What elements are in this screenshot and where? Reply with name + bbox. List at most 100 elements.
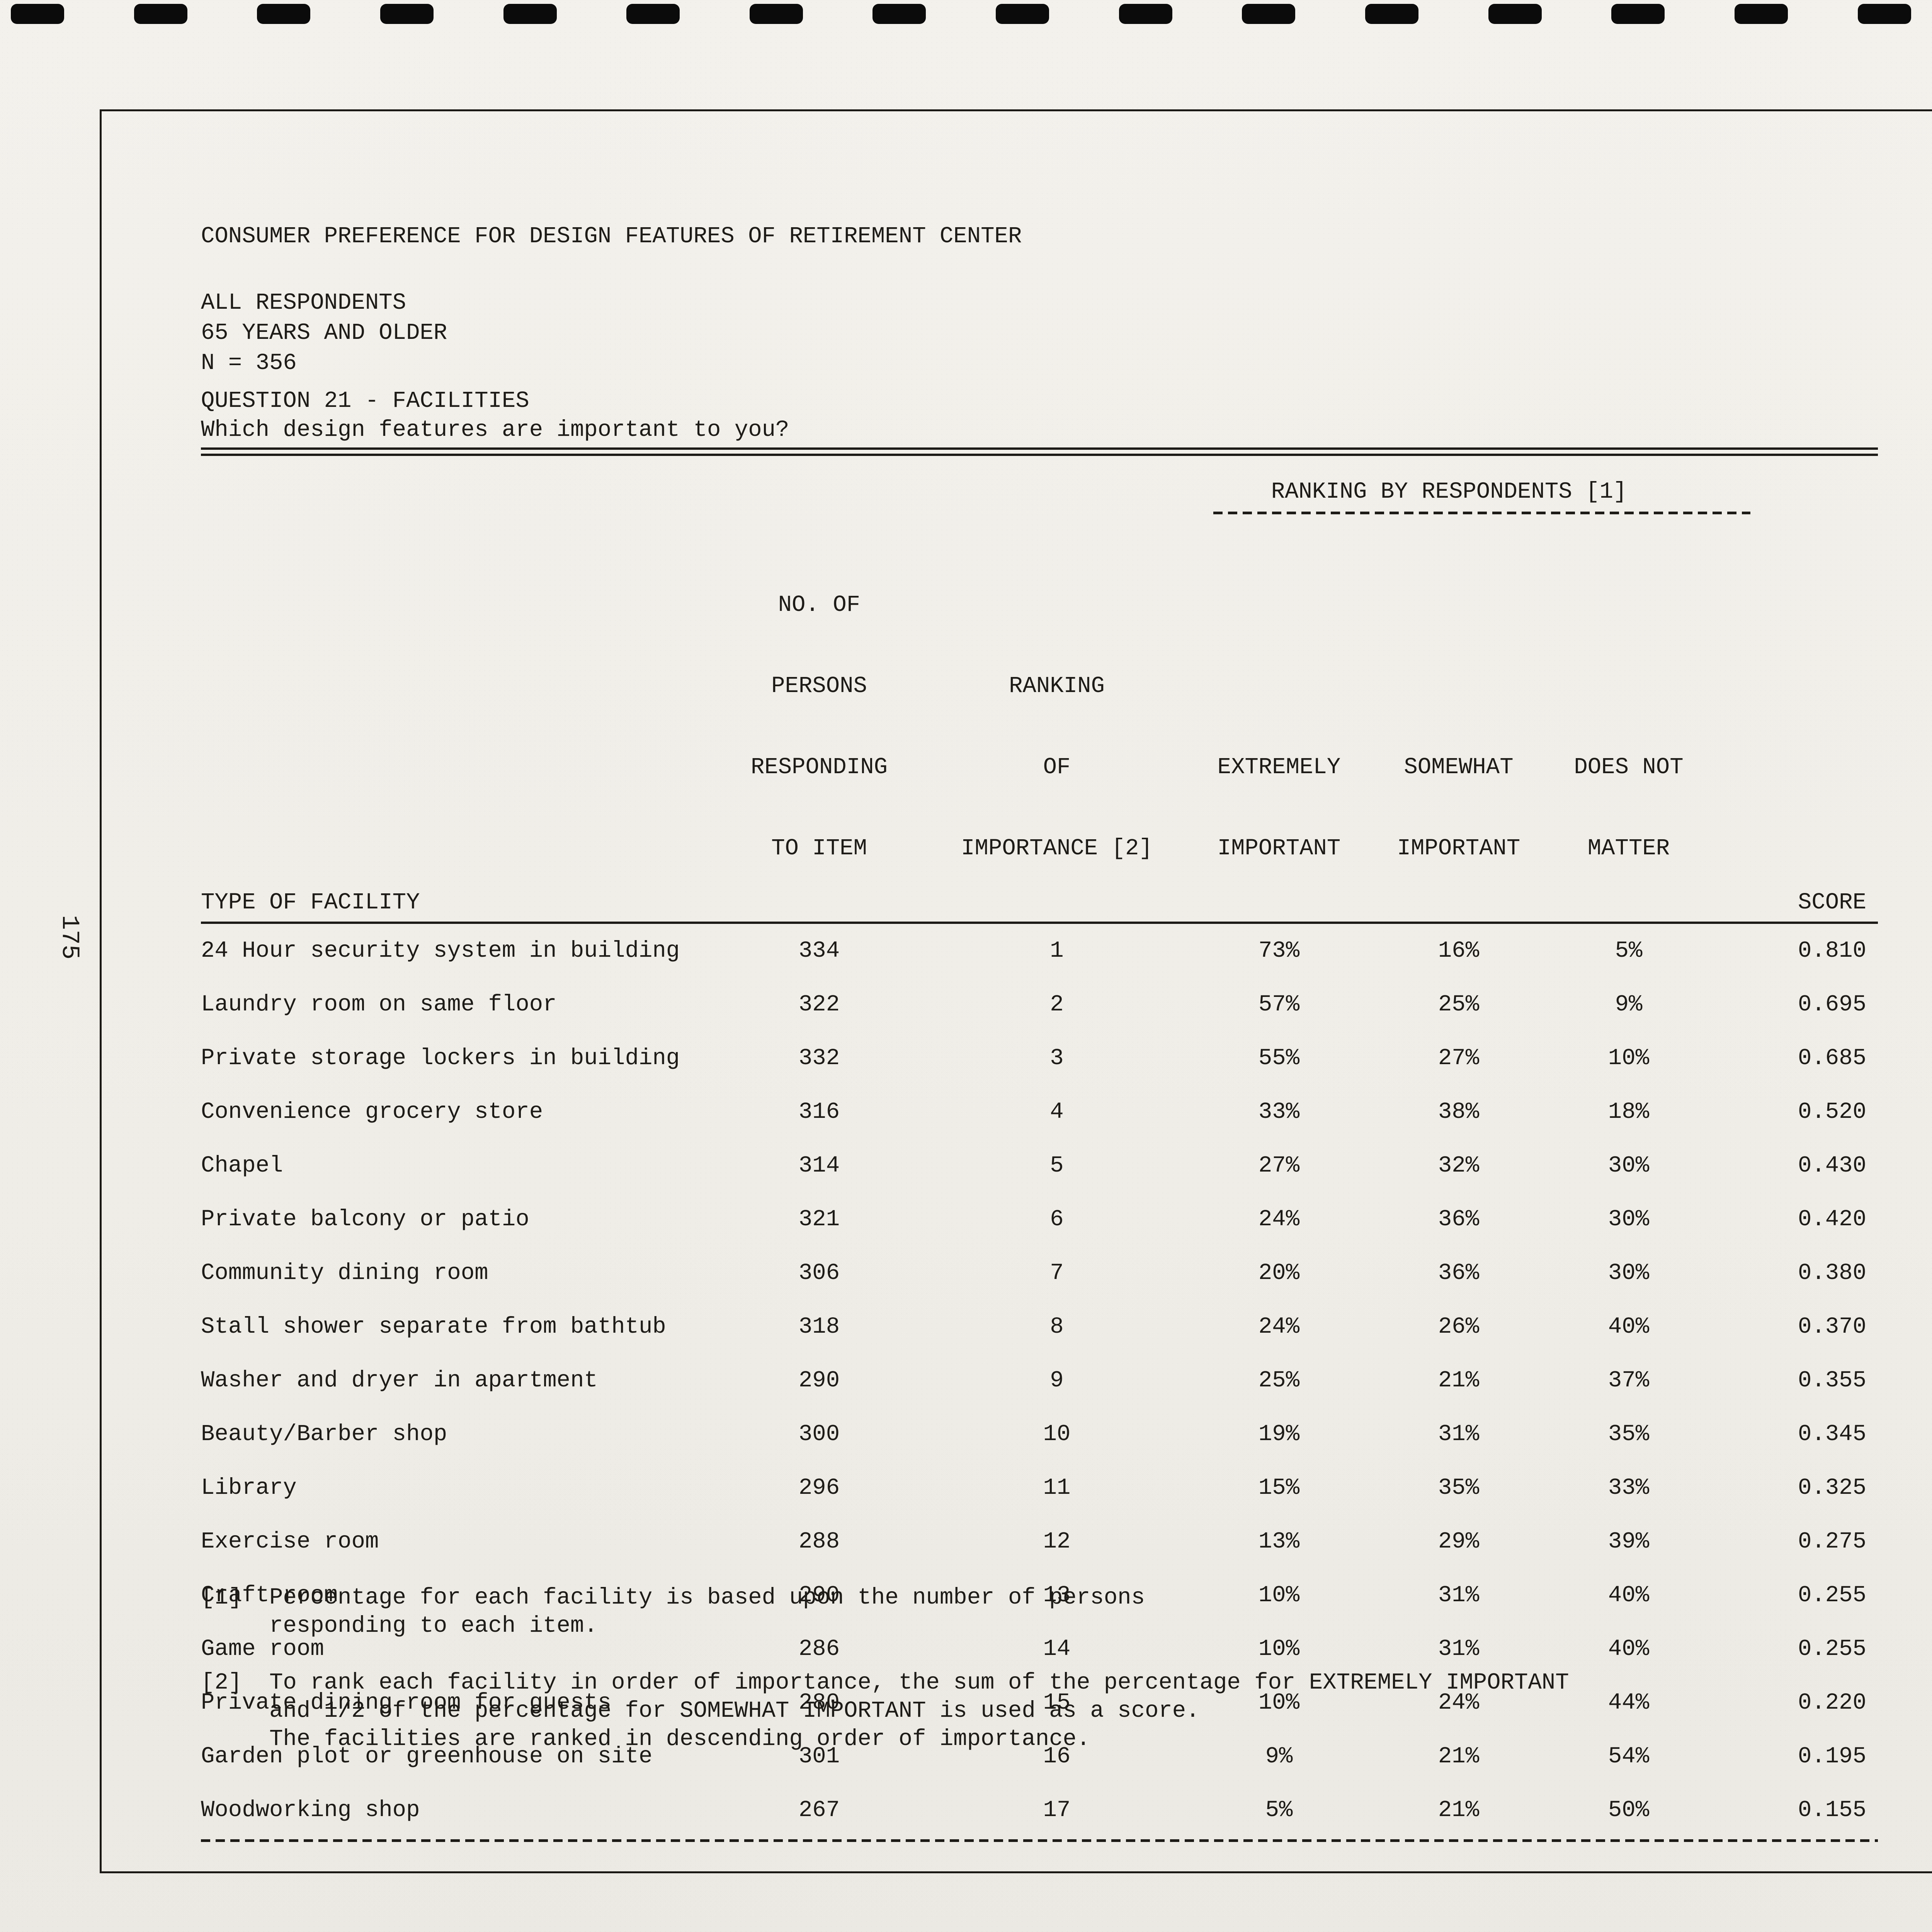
importance-rank-value: 12	[1043, 1529, 1071, 1554]
score-value: 0.355	[1798, 1367, 1866, 1393]
header-line: OF	[1043, 754, 1071, 780]
binding-hole	[257, 4, 311, 24]
somewhat-important-pct: 36%	[1438, 1206, 1480, 1232]
col-header-ranking-of-importance: RANKING OF IMPORTANCE [2]	[931, 619, 1182, 916]
importance-rank-value: 16	[1043, 1743, 1071, 1769]
table-header-row: TYPE OF FACILITY NO. OF PERSONS RESPONDI…	[201, 514, 1878, 924]
facility-name: Laundry room on same floor	[201, 992, 557, 1017]
score-value: 0.695	[1798, 992, 1866, 1017]
facility-name: Washer and dryer in apartment	[201, 1367, 598, 1393]
footnote-2-line: [2] To rank each facility in order of im…	[201, 1670, 1569, 1696]
col-header-score: SCORE	[1798, 889, 1866, 915]
importance-rank-value: 3	[1050, 1045, 1064, 1071]
binding-hole	[503, 4, 557, 24]
binding-hole	[1119, 4, 1172, 24]
col-header-persons-responding: NO. OF PERSONS RESPONDING TO ITEM	[707, 537, 931, 916]
importance-rank-value: 2	[1050, 992, 1064, 1017]
extremely-important-pct: 10%	[1258, 1636, 1300, 1662]
persons-responding-value: 286	[798, 1636, 840, 1662]
footnote-1-line: responding to each item.	[269, 1613, 598, 1639]
somewhat-important-pct: 36%	[1438, 1260, 1480, 1286]
persons-responding-value: 316	[798, 1099, 840, 1125]
table-row: Private storage lockers in building 332 …	[201, 1031, 1878, 1085]
table-row: Exercise room 288 12 13% 29% 39% 0.275	[201, 1515, 1878, 1568]
facility-name: Stall shower separate from bathtub	[201, 1314, 666, 1340]
table-row: Stall shower separate from bathtub 318 8…	[201, 1300, 1878, 1354]
group-header-underline	[1213, 512, 1750, 514]
binding-hole	[749, 4, 803, 24]
header-line: MATTER	[1587, 835, 1670, 861]
importance-rank-value: 1	[1050, 938, 1064, 964]
group-header-ranking-by-respondents: RANKING BY RESPONDENTS [1]	[1271, 479, 1627, 505]
extremely-important-pct: 24%	[1258, 1314, 1300, 1340]
header-line: TO ITEM	[771, 835, 867, 861]
extremely-important-pct: 9%	[1265, 1743, 1293, 1769]
does-not-matter-pct: 35%	[1608, 1421, 1650, 1447]
extremely-important-pct: 5%	[1265, 1797, 1293, 1823]
score-value: 0.220	[1798, 1690, 1866, 1716]
footnotes: [1] Percentage for each facility is base…	[201, 1583, 1569, 1753]
facility-name: Private dining room for guests	[201, 1690, 612, 1716]
facility-name: Private storage lockers in building	[201, 1045, 680, 1071]
importance-rank-value: 13	[1043, 1582, 1071, 1608]
binding-hole	[1611, 4, 1665, 24]
table-row: Private balcony or patio 321 6 24% 36% 3…	[201, 1192, 1878, 1246]
extremely-important-pct: 55%	[1258, 1045, 1300, 1071]
footnote-2-line: and 1/2 of the percentage for SOMEWHAT I…	[269, 1698, 1200, 1724]
footnote-gap	[201, 1640, 1569, 1668]
facility-name: Private balcony or patio	[201, 1206, 529, 1232]
header-line: IMPORTANCE [2]	[961, 835, 1153, 861]
score-value: 0.155	[1798, 1797, 1866, 1823]
importance-rank-value: 7	[1050, 1260, 1064, 1286]
table-row: Laundry room on same floor 322 2 57% 25%…	[201, 978, 1878, 1031]
facility-name: Woodworking shop	[201, 1797, 420, 1823]
somewhat-important-pct: 32%	[1438, 1153, 1480, 1179]
does-not-matter-pct: 54%	[1608, 1743, 1650, 1769]
importance-rank-value: 8	[1050, 1314, 1064, 1340]
persons-responding-value: 290	[798, 1367, 840, 1393]
binding-hole	[1734, 4, 1788, 24]
facility-name: Craft room	[201, 1582, 338, 1608]
document-title: CONSUMER PREFERENCE FOR DESIGN FEATURES …	[201, 223, 1022, 249]
persons-responding-value: 290	[798, 1582, 840, 1608]
score-value: 0.255	[1798, 1582, 1866, 1608]
header-line: NO. OF	[778, 592, 861, 618]
binding-hole	[1857, 4, 1911, 24]
does-not-matter-pct: 10%	[1608, 1045, 1650, 1071]
somewhat-important-pct: 31%	[1438, 1636, 1480, 1662]
somewhat-important-pct: 16%	[1438, 938, 1480, 964]
persons-responding-value: 314	[798, 1153, 840, 1179]
importance-rank-value: 17	[1043, 1797, 1071, 1823]
table-row: Community dining room 306 7 20% 36% 30% …	[201, 1246, 1878, 1300]
somewhat-important-pct: 21%	[1438, 1743, 1480, 1769]
persons-responding-value: 322	[798, 992, 840, 1017]
does-not-matter-pct: 30%	[1608, 1260, 1650, 1286]
somewhat-important-pct: 26%	[1438, 1314, 1480, 1340]
facility-name: Library	[201, 1475, 297, 1501]
somewhat-important-pct: 35%	[1438, 1475, 1480, 1501]
binding-hole	[1365, 4, 1419, 24]
table-row: Convenience grocery store 316 4 33% 38% …	[201, 1085, 1878, 1139]
facility-name: Beauty/Barber shop	[201, 1421, 447, 1447]
somewhat-important-pct: 31%	[1438, 1582, 1480, 1608]
col-header-type-of-facility: TYPE OF FACILITY	[201, 889, 420, 915]
binding-hole	[996, 4, 1049, 24]
table-row: Garden plot or greenhouse on site 301 16…	[201, 1730, 1878, 1783]
binding-hole	[134, 4, 187, 24]
does-not-matter-pct: 40%	[1608, 1636, 1650, 1662]
footnote-2-line: The facilities are ranked in descending …	[269, 1726, 1090, 1752]
somewhat-important-pct: 31%	[1438, 1421, 1480, 1447]
persons-responding-value: 321	[798, 1206, 840, 1232]
table-row: Library 296 11 15% 35% 33% 0.325	[201, 1461, 1878, 1515]
respondents-block: ALL RESPONDENTS 65 YEARS AND OLDER N = 3…	[201, 288, 447, 378]
extremely-important-pct: 10%	[1258, 1582, 1300, 1608]
score-value: 0.380	[1798, 1260, 1866, 1286]
importance-rank-value: 5	[1050, 1153, 1064, 1179]
facility-name: Convenience grocery store	[201, 1099, 543, 1125]
extremely-important-pct: 33%	[1258, 1099, 1300, 1125]
age-group-line: 65 YEARS AND OLDER	[201, 320, 447, 346]
persons-responding-value: 332	[798, 1045, 840, 1071]
page-border-frame	[100, 109, 1932, 1873]
table-row: Woodworking shop 267 17 5% 21% 50% 0.155	[201, 1783, 1878, 1837]
score-value: 0.520	[1798, 1099, 1866, 1125]
